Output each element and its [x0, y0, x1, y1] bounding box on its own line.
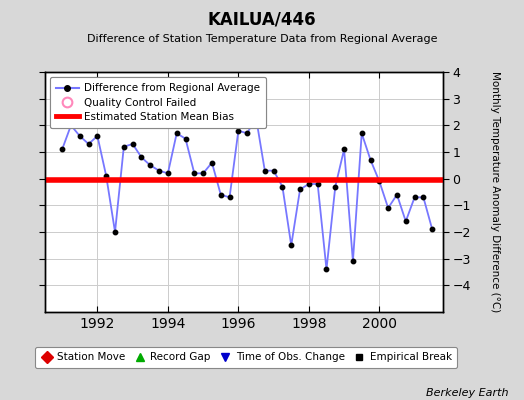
Legend: Difference from Regional Average, Quality Control Failed, Estimated Station Mean: Difference from Regional Average, Qualit… [50, 77, 266, 128]
Text: Difference of Station Temperature Data from Regional Average: Difference of Station Temperature Data f… [87, 34, 437, 44]
Text: Berkeley Earth: Berkeley Earth [426, 388, 508, 398]
Text: KAILUA/446: KAILUA/446 [208, 10, 316, 28]
Legend: Station Move, Record Gap, Time of Obs. Change, Empirical Break: Station Move, Record Gap, Time of Obs. C… [35, 347, 457, 368]
Y-axis label: Monthly Temperature Anomaly Difference (°C): Monthly Temperature Anomaly Difference (… [490, 71, 500, 313]
